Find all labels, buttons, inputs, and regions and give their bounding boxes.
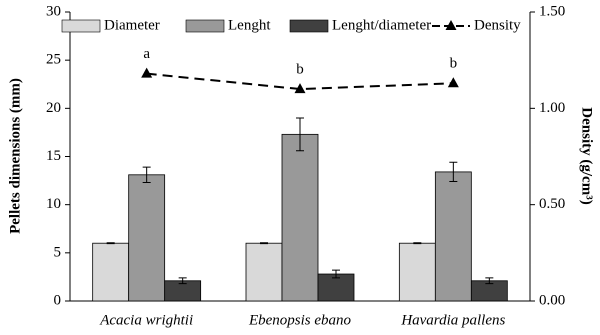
error-bar [449, 161, 458, 183]
density-marker [447, 77, 459, 88]
y-axis-label: Pellets dimensions (mm) [7, 78, 23, 234]
bar [281, 133, 319, 302]
density-marker [141, 67, 153, 78]
error-bar [106, 242, 115, 245]
y2-axis-label: Density (g/cm³) [579, 107, 595, 204]
y-tick-label: 10 [46, 196, 61, 212]
y-tick-label: 15 [46, 148, 61, 164]
density-line [146, 72, 454, 91]
legend-swatch [289, 19, 329, 33]
density-marker [294, 83, 306, 94]
y-tick-label: 5 [54, 244, 62, 260]
x-tick-label: Ebenopsis ebano [248, 312, 352, 328]
y-tick-label: 30 [46, 3, 61, 19]
y2-tick-label: 0.50 [539, 196, 565, 212]
error-bar [260, 242, 268, 245]
y-tick-label: 25 [46, 52, 61, 68]
error-bar [332, 269, 340, 279]
bar [92, 242, 130, 302]
x-tick-label: Havardia pallens [400, 312, 505, 328]
bar [317, 273, 355, 302]
error-bar [296, 117, 304, 152]
y2-tick-label: 1.50 [539, 3, 565, 19]
legend-swatch [61, 19, 101, 33]
bar [245, 242, 283, 302]
y-tick-label: 0 [54, 292, 62, 308]
bar [128, 174, 166, 302]
annotation: b [450, 56, 458, 72]
bar [434, 171, 472, 302]
error-bar [485, 277, 494, 285]
bar [398, 242, 436, 302]
y2-tick-label: 1.00 [539, 100, 565, 116]
y2-tick-label: 0.00 [539, 292, 565, 308]
legend-label: Diameter [104, 17, 160, 33]
y-tick-label: 20 [46, 100, 61, 116]
legend-label: Density [474, 17, 521, 33]
error-bar [413, 242, 422, 245]
annotation: a [143, 46, 150, 62]
legend-marker [445, 20, 457, 30]
error-bar [178, 277, 187, 285]
legend-swatch [185, 19, 225, 33]
error-bar [142, 166, 151, 184]
x-tick-label: Acacia wrightii [99, 312, 193, 328]
annotation: b [296, 62, 304, 78]
legend-label: Lenght/diameter [332, 17, 431, 33]
legend-label: Lenght [228, 17, 271, 33]
